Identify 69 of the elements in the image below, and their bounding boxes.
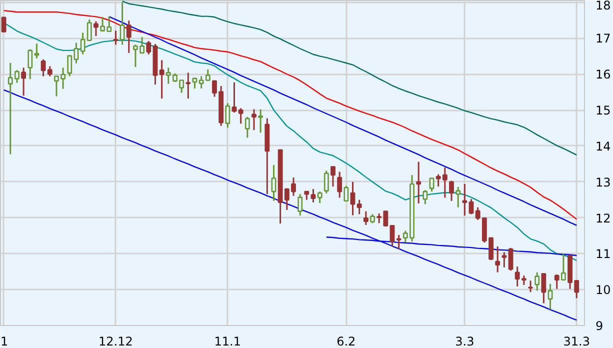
candlestick bbox=[28, 48, 33, 80]
candlestick bbox=[258, 108, 264, 134]
x-tick-label: 31.3 bbox=[563, 334, 590, 348]
y-tick-label: 13 bbox=[596, 175, 611, 190]
candlestick bbox=[528, 280, 533, 293]
candlestick bbox=[429, 178, 434, 192]
y-tick-label: 15 bbox=[596, 104, 611, 118]
candlestick bbox=[449, 180, 454, 202]
y-tick-label: 10 bbox=[596, 283, 611, 298]
candlestick bbox=[548, 283, 553, 310]
y-tick-label: 18 bbox=[596, 0, 611, 12]
candlestick bbox=[468, 198, 474, 215]
candlestick bbox=[238, 107, 244, 124]
candlestick bbox=[146, 40, 152, 56]
candlestick bbox=[502, 251, 507, 268]
candlestick bbox=[186, 72, 191, 100]
candlestick bbox=[337, 171, 342, 198]
candlestick bbox=[396, 234, 402, 250]
candlestick bbox=[21, 66, 26, 96]
candlestick bbox=[350, 181, 356, 216]
candlestick bbox=[416, 160, 422, 204]
candlestick bbox=[94, 20, 98, 37]
candlestick bbox=[330, 166, 336, 188]
candlestick bbox=[422, 189, 428, 205]
candlestick bbox=[113, 30, 118, 46]
x-tick-label: 12.12 bbox=[98, 334, 133, 348]
candlestick bbox=[126, 20, 132, 54]
candlestick bbox=[344, 185, 349, 202]
candlestick bbox=[554, 274, 560, 290]
candlestick bbox=[74, 42, 79, 64]
candlestick bbox=[508, 247, 514, 272]
y-tick-label: 9 bbox=[596, 319, 604, 333]
candlestick bbox=[560, 253, 566, 281]
y-tick-label: 12 bbox=[596, 211, 611, 226]
candlestick bbox=[390, 224, 395, 248]
candlestick bbox=[1, 16, 6, 32]
candlestick bbox=[363, 210, 368, 226]
line-series bbox=[3, 89, 578, 321]
line-series bbox=[122, 0, 578, 156]
line-series bbox=[108, 16, 578, 226]
candlestick bbox=[192, 76, 198, 90]
x-tick-label: 6.2 bbox=[336, 334, 356, 348]
x-tick-label: 1 bbox=[0, 334, 8, 348]
candlestick bbox=[462, 183, 468, 216]
candlestick bbox=[159, 59, 164, 100]
candlestick bbox=[456, 186, 461, 208]
candlestick bbox=[356, 199, 362, 215]
candlestick bbox=[310, 188, 316, 204]
line-series bbox=[3, 10, 578, 220]
y-tick-label: 16 bbox=[596, 68, 611, 82]
y-tick-label: 17 bbox=[596, 32, 611, 46]
candlestick bbox=[271, 164, 276, 202]
x-tick-label: 3.3 bbox=[455, 334, 474, 348]
candlestick bbox=[534, 272, 540, 292]
candlestick bbox=[67, 55, 72, 78]
y-tick-label: 11 bbox=[596, 247, 611, 262]
candlestick bbox=[252, 108, 256, 131]
candlestick bbox=[324, 170, 329, 194]
candlestick bbox=[475, 206, 480, 221]
candlestick bbox=[232, 82, 237, 114]
candlestick bbox=[225, 102, 230, 128]
candlestick bbox=[495, 246, 500, 274]
x-tick-label: 11.1 bbox=[214, 334, 242, 348]
candlestick bbox=[298, 193, 303, 216]
candlestick bbox=[34, 42, 40, 60]
y-tick-label: 14 bbox=[596, 139, 611, 154]
candlestick bbox=[244, 116, 250, 138]
candlestick bbox=[541, 273, 546, 304]
candlestick bbox=[317, 190, 322, 204]
